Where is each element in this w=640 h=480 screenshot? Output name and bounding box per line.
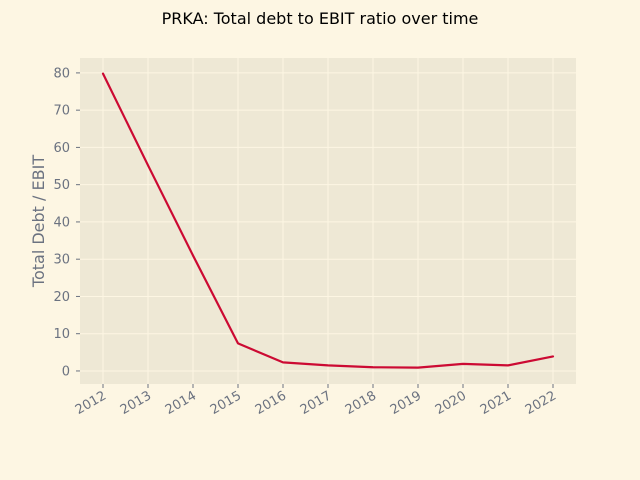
- y-tick-label: 80: [53, 66, 70, 81]
- series-layer: [101, 72, 555, 369]
- y-axis-label: Total Debt / EBIT: [29, 155, 48, 288]
- y-tick-label: 70: [53, 104, 70, 119]
- y-tick-label: 60: [53, 141, 70, 156]
- y-tick-label: 50: [53, 178, 70, 193]
- y-tick-label: 20: [53, 290, 70, 305]
- y-tick-label: 0: [62, 364, 70, 379]
- y-tick-label: 10: [53, 327, 70, 342]
- y-tick-label: 40: [53, 215, 70, 230]
- y-tick-label: 30: [53, 253, 70, 268]
- chart-title: PRKA: Total debt to EBIT ratio over time: [162, 9, 479, 28]
- grid-lines: [80, 58, 576, 384]
